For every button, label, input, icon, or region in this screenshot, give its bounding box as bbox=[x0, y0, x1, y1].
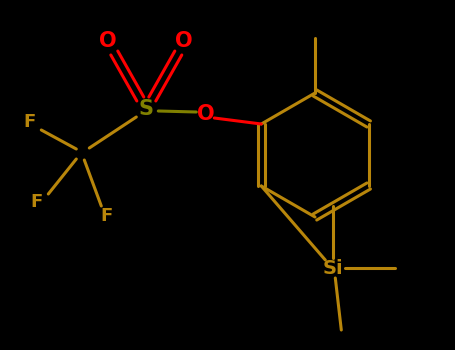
Text: O: O bbox=[197, 104, 215, 124]
Text: S: S bbox=[139, 99, 154, 119]
Text: F: F bbox=[100, 207, 112, 225]
Text: O: O bbox=[176, 31, 193, 51]
Text: Si: Si bbox=[323, 259, 344, 278]
Text: F: F bbox=[23, 113, 35, 131]
Text: F: F bbox=[30, 193, 42, 211]
Text: O: O bbox=[100, 31, 117, 51]
